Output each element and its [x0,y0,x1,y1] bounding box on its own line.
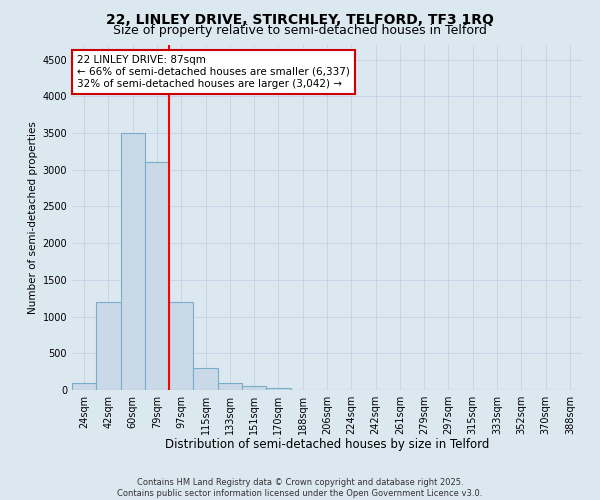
Bar [266,388,290,390]
Bar [145,162,169,390]
Bar [72,382,96,390]
Y-axis label: Number of semi-detached properties: Number of semi-detached properties [28,121,38,314]
X-axis label: Distribution of semi-detached houses by size in Telford: Distribution of semi-detached houses by … [165,438,489,452]
Bar [193,368,218,390]
Text: Contains HM Land Registry data © Crown copyright and database right 2025.
Contai: Contains HM Land Registry data © Crown c… [118,478,482,498]
Bar [242,386,266,390]
Bar [121,133,145,390]
Bar [218,382,242,390]
Text: 22 LINLEY DRIVE: 87sqm
← 66% of semi-detached houses are smaller (6,337)
32% of : 22 LINLEY DRIVE: 87sqm ← 66% of semi-det… [77,56,350,88]
Text: 22, LINLEY DRIVE, STIRCHLEY, TELFORD, TF3 1RQ: 22, LINLEY DRIVE, STIRCHLEY, TELFORD, TF… [106,12,494,26]
Bar [96,302,121,390]
Text: Size of property relative to semi-detached houses in Telford: Size of property relative to semi-detach… [113,24,487,37]
Bar [169,302,193,390]
